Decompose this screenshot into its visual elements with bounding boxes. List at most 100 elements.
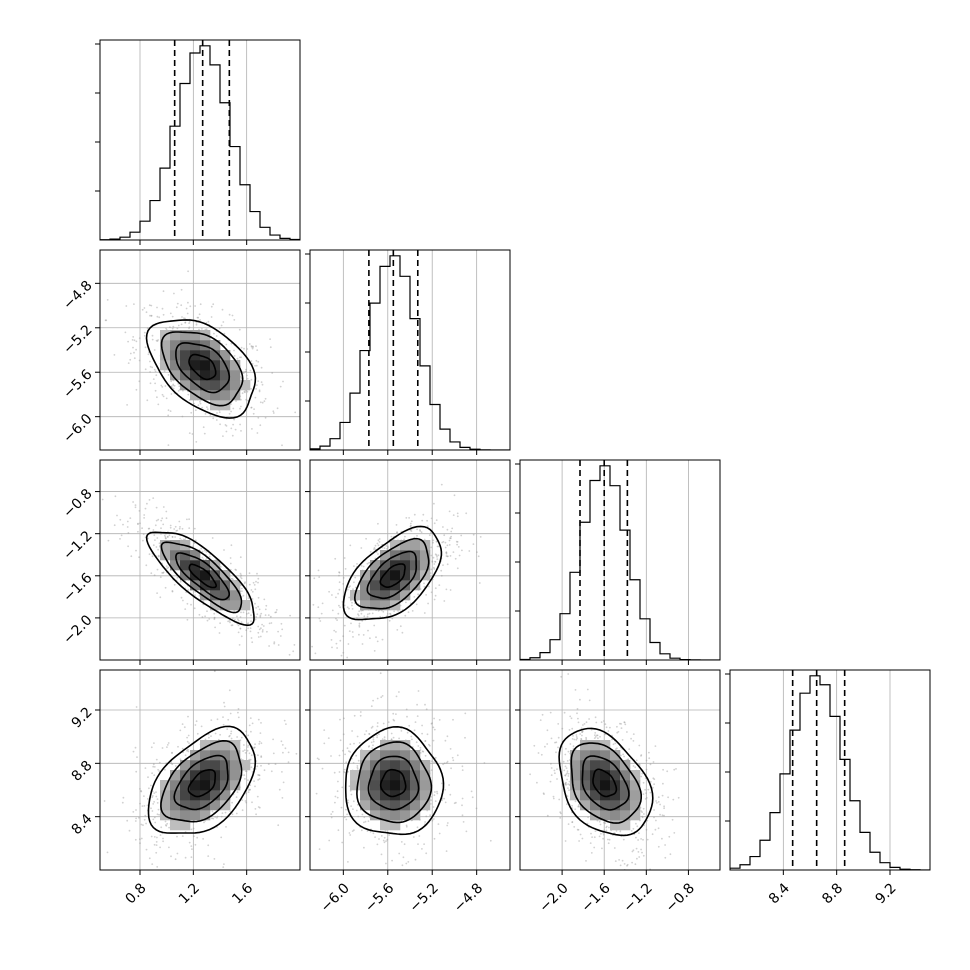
sample-point [636, 857, 638, 860]
sample-point [661, 794, 664, 797]
sample-point [442, 763, 444, 766]
sample-point [315, 792, 318, 795]
sample-point [372, 740, 375, 743]
density-cell [200, 560, 211, 571]
sample-point [257, 779, 259, 781]
sample-point [672, 798, 675, 801]
sample-point [356, 766, 359, 769]
sample-point [213, 618, 216, 621]
sample-point [263, 598, 266, 601]
sample-point [251, 590, 254, 593]
sample-point [360, 664, 362, 666]
sample-point [638, 832, 640, 834]
sample-point [244, 370, 247, 373]
sample-point [165, 517, 168, 520]
sample-point [151, 334, 154, 337]
sample-point [213, 617, 216, 619]
sample-point [263, 400, 266, 403]
sample-point [421, 724, 423, 727]
sample-point [223, 863, 225, 865]
sample-point [152, 765, 155, 768]
tick-label-x: 0.8 [123, 880, 150, 907]
sample-point [155, 791, 157, 793]
sample-point [230, 342, 233, 345]
sample-point [451, 527, 454, 530]
sample-point [176, 529, 179, 532]
sample-point [364, 820, 367, 823]
sample-point [571, 738, 574, 740]
sample-point [175, 306, 178, 309]
sample-point [596, 734, 598, 737]
sample-point [180, 596, 183, 599]
sample-point [138, 816, 140, 819]
sample-point [346, 606, 349, 609]
sample-point [563, 711, 566, 714]
sample-point [274, 611, 277, 614]
sample-point [167, 414, 170, 417]
sample-point [659, 813, 661, 816]
tick-label-y: 8.8 [69, 758, 96, 785]
sample-point [621, 859, 624, 862]
sample-point [184, 321, 187, 324]
sample-point [282, 380, 284, 383]
density-cell [200, 390, 211, 401]
sample-point [260, 764, 262, 767]
sample-point [623, 863, 626, 865]
sample-point [301, 592, 303, 594]
sample-point [426, 519, 428, 522]
sample-point [423, 612, 426, 614]
density-cell [230, 750, 241, 761]
sample-point [144, 346, 147, 349]
density-cell [390, 760, 401, 771]
sample-point [250, 378, 253, 381]
sample-point [571, 821, 574, 823]
density-cell [390, 770, 401, 781]
sample-point [452, 759, 455, 762]
sample-point [138, 359, 141, 362]
sample-point [181, 835, 184, 837]
sample-point [437, 823, 440, 825]
sample-point [149, 365, 152, 368]
sample-point [149, 314, 151, 317]
density-cell [210, 740, 221, 751]
sample-point [158, 872, 160, 874]
sample-point [358, 742, 361, 744]
density-cell [360, 590, 371, 601]
sample-point [381, 695, 384, 697]
sample-point [149, 360, 151, 363]
sample-point [253, 746, 256, 749]
sample-point [434, 553, 437, 556]
sample-point [246, 377, 249, 380]
sample-point [193, 402, 195, 405]
sample-point [171, 763, 174, 766]
sample-point [218, 327, 221, 330]
sample-point [258, 778, 261, 780]
sample-point [562, 760, 565, 763]
sample-point [222, 716, 224, 718]
sample-point [323, 729, 326, 731]
sample-point [250, 730, 252, 733]
sample-point [215, 419, 218, 421]
histogram-3 [730, 675, 930, 870]
sample-point [387, 546, 389, 549]
sample-point [445, 762, 448, 764]
density-cell [200, 740, 211, 751]
sample-point [444, 739, 447, 742]
sample-point [137, 522, 139, 525]
sample-point [417, 745, 420, 747]
sample-point [335, 642, 338, 645]
sample-point [645, 797, 648, 799]
sample-point [390, 535, 393, 538]
sample-point [157, 518, 160, 521]
sample-point [119, 518, 122, 521]
tick-label-x: 9.2 [873, 880, 900, 907]
density-cell [400, 760, 411, 771]
sample-point [569, 715, 572, 718]
density-cell [390, 740, 401, 751]
density-cell [230, 590, 241, 601]
sample-point [655, 819, 657, 822]
sample-point [438, 832, 441, 835]
sample-point [261, 630, 264, 633]
sample-point [188, 527, 191, 529]
sample-point [190, 845, 193, 847]
